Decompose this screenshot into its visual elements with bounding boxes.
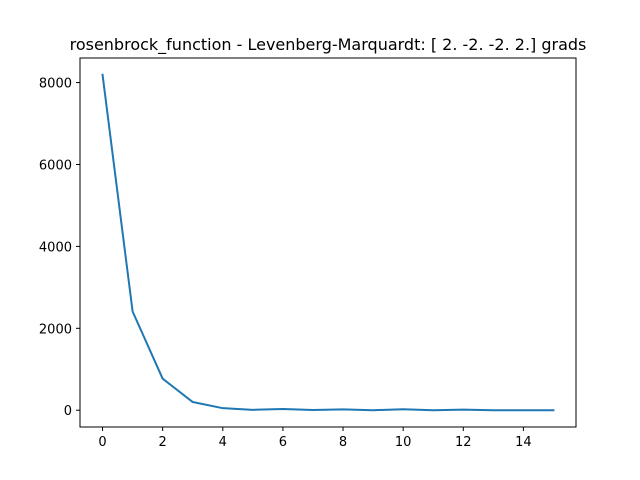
x-tick-label: 14 bbox=[515, 435, 532, 450]
x-tick-label: 2 bbox=[159, 435, 167, 450]
y-tick-label: 8000 bbox=[39, 77, 72, 92]
plot-area bbox=[101, 73, 555, 412]
chart-title: rosenbrock_function - Levenberg-Marquard… bbox=[70, 35, 587, 55]
x-axis: 0 2 4 6 8 10 12 14 bbox=[98, 427, 532, 450]
y-tick-label: 0 bbox=[64, 404, 72, 419]
y-tick-label: 6000 bbox=[39, 158, 72, 173]
x-tick-label: 4 bbox=[219, 435, 227, 450]
x-tick-label: 12 bbox=[455, 435, 472, 450]
x-tick-label: 6 bbox=[279, 435, 287, 450]
series-line bbox=[101, 73, 555, 412]
y-tick-label: 4000 bbox=[39, 240, 72, 255]
y-tick-label: 2000 bbox=[39, 322, 72, 337]
axes-frame bbox=[79, 57, 577, 428]
x-tick-label: 8 bbox=[339, 435, 347, 450]
x-tick-label: 0 bbox=[98, 435, 106, 450]
y-axis: 0 2000 4000 6000 8000 bbox=[39, 77, 80, 419]
x-tick-label: 10 bbox=[395, 435, 412, 450]
